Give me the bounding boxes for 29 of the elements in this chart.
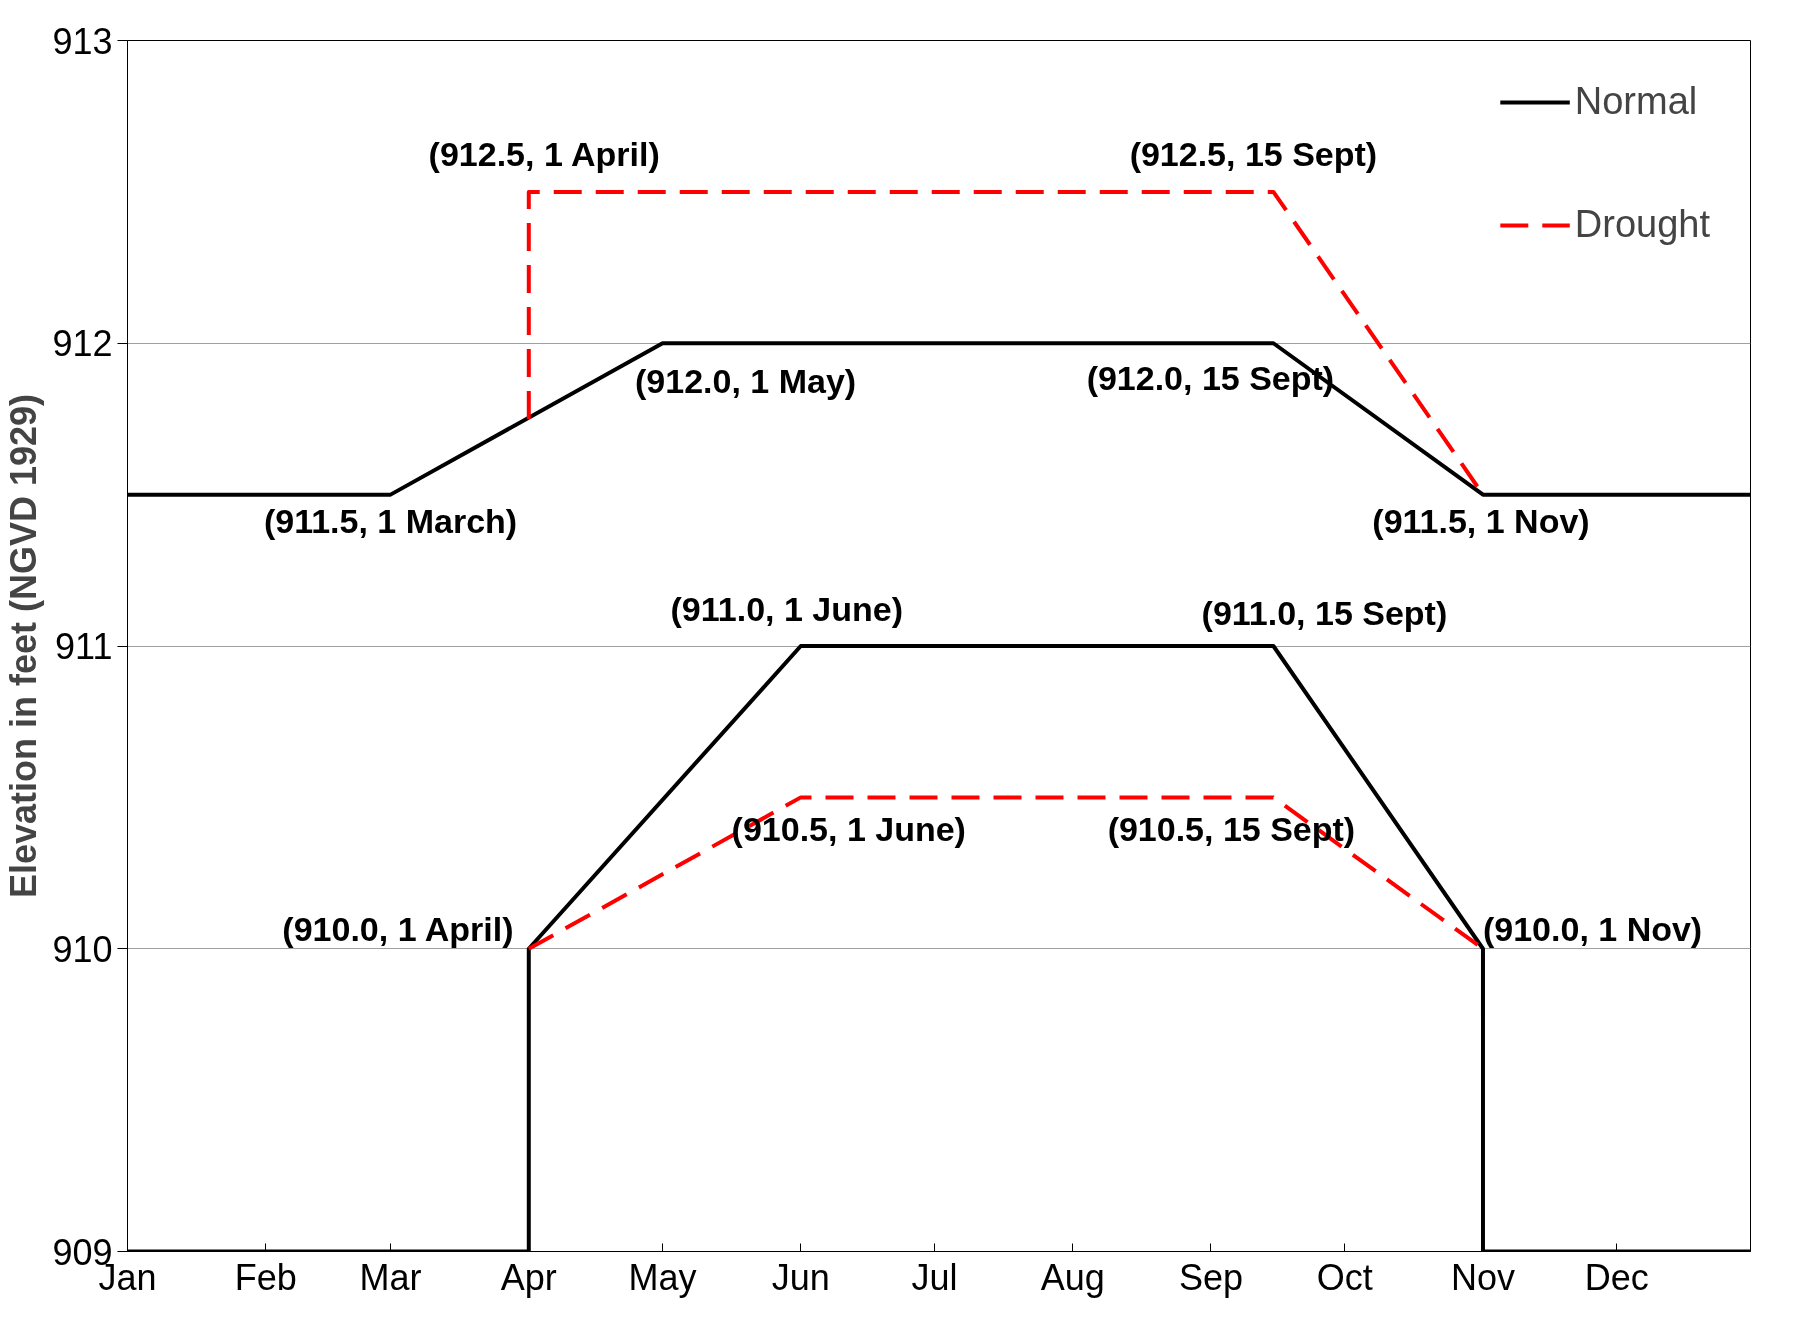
annotation: (911.0, 15 Sept)	[1201, 594, 1448, 632]
annotation: (911.5, 1 Nov)	[1372, 501, 1590, 540]
y-tick-label: 911	[55, 626, 113, 667]
annotation: (912.5, 15 Sept)	[1129, 134, 1378, 173]
y-tick-label: 913	[52, 20, 113, 62]
annotation: (912.0, 1 May)	[635, 362, 857, 401]
y-tick-label: 910	[52, 928, 113, 970]
annotation: (910.5, 15 Sept)	[1107, 810, 1356, 849]
legend-label: Normal	[1574, 80, 1698, 123]
x-tick-label: Mar	[359, 1256, 422, 1298]
legend-label: Drought	[1574, 203, 1710, 246]
y-axis-title: Elevation in feet (NGVD 1929)	[3, 393, 45, 899]
x-tick-label: Sep	[1178, 1256, 1244, 1298]
annotation: (910.5, 1 June)	[731, 810, 966, 849]
x-tick-label: Jul	[911, 1256, 958, 1298]
x-tick-label: Jun	[771, 1256, 830, 1298]
annotation: (911.0, 1 June)	[670, 590, 904, 628]
x-tick-label: Oct	[1316, 1256, 1373, 1298]
annotation: (911.5, 1 March)	[263, 501, 518, 540]
annotation: (912.5, 1 April)	[428, 134, 660, 173]
x-tick-label: May	[628, 1256, 697, 1298]
x-tick-label: Aug	[1040, 1256, 1105, 1298]
x-tick-label: Nov	[1450, 1256, 1515, 1298]
annotation: (910.0, 1 April)	[282, 909, 514, 948]
y-tick-label: 912	[52, 323, 113, 365]
x-tick-label: Apr	[500, 1256, 557, 1298]
x-tick-label: Dec	[1584, 1256, 1649, 1298]
annotation: (910.0, 1 Nov)	[1482, 909, 1703, 948]
x-tick-label: Feb	[234, 1256, 297, 1298]
